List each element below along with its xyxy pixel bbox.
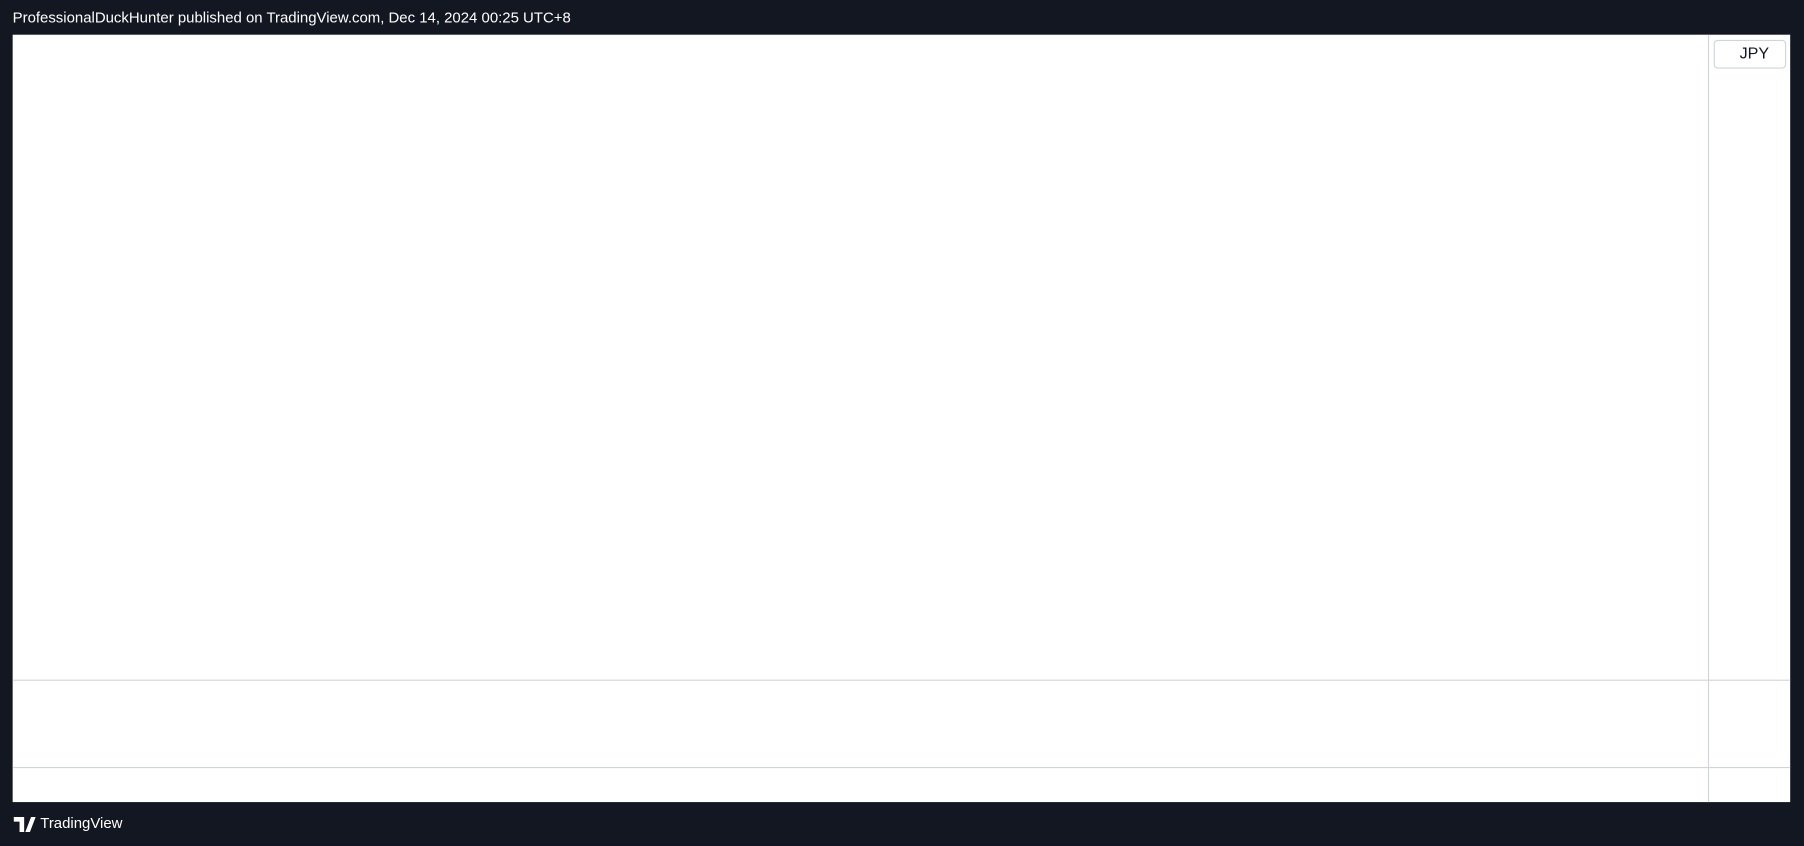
currency: JPY xyxy=(1740,45,1770,63)
chart-area xyxy=(12,34,1791,803)
brand-logo xyxy=(13,817,36,833)
publisher: ProfessionalDuckHunter published on Trad… xyxy=(13,10,571,27)
brand: TradingView xyxy=(40,815,122,832)
currency-box[interactable] xyxy=(1713,39,1787,69)
